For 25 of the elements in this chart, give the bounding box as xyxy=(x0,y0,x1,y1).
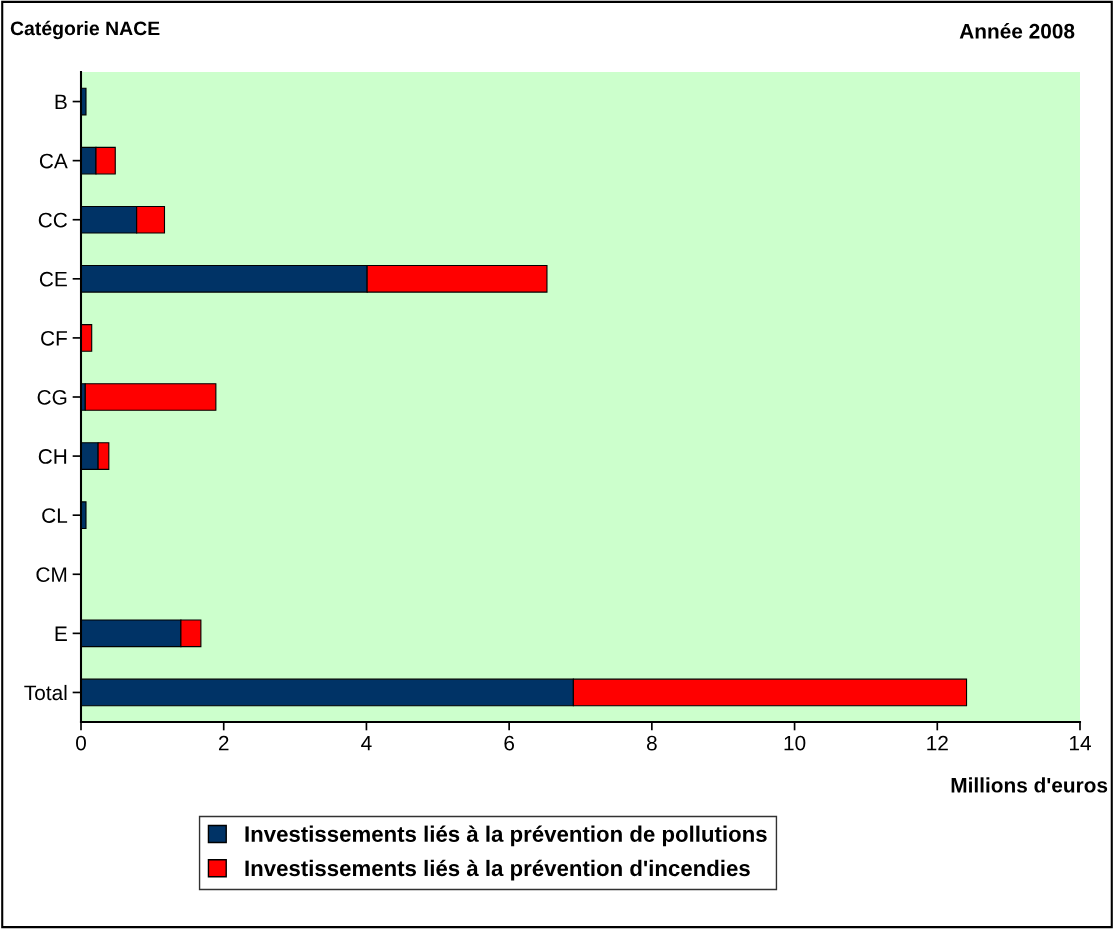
x-tick-label: 12 xyxy=(927,735,948,751)
y-tick-label: CA xyxy=(39,153,68,169)
x-axis-title: Millions d'euros xyxy=(951,777,1108,793)
y-tick-label: Total xyxy=(24,684,67,701)
y-tick-label: CE xyxy=(39,271,67,287)
y-tick-label: B xyxy=(55,94,67,110)
x-tick-label: 8 xyxy=(646,735,657,751)
y-tick-label: E xyxy=(55,626,67,641)
y-tick-label: CM xyxy=(36,567,67,583)
y-tick-label: CL xyxy=(42,508,68,523)
legend-label: Investissements liés à la prévention d'incendies xyxy=(245,859,750,881)
chart-title: Année 2008 xyxy=(959,23,1075,39)
y-tick-label: CF xyxy=(41,330,67,346)
y-axis-title: Catégorie NACE xyxy=(10,20,160,40)
x-tick-label: 6 xyxy=(504,735,515,751)
x-tick-label: 10 xyxy=(784,735,806,751)
x-tick-label: 4 xyxy=(361,735,372,751)
y-tick-label: CC xyxy=(38,212,68,228)
legend-label: Investissements liés à la prévention de pollutions xyxy=(245,825,767,847)
x-tick-label: 0 xyxy=(76,735,86,751)
y-tick-label: CG xyxy=(37,390,67,405)
bar xyxy=(84,383,217,411)
y-tick-label: CH xyxy=(38,449,67,464)
x-tick-label: 14 xyxy=(1070,735,1091,751)
x-tick-label: 2 xyxy=(218,735,229,751)
